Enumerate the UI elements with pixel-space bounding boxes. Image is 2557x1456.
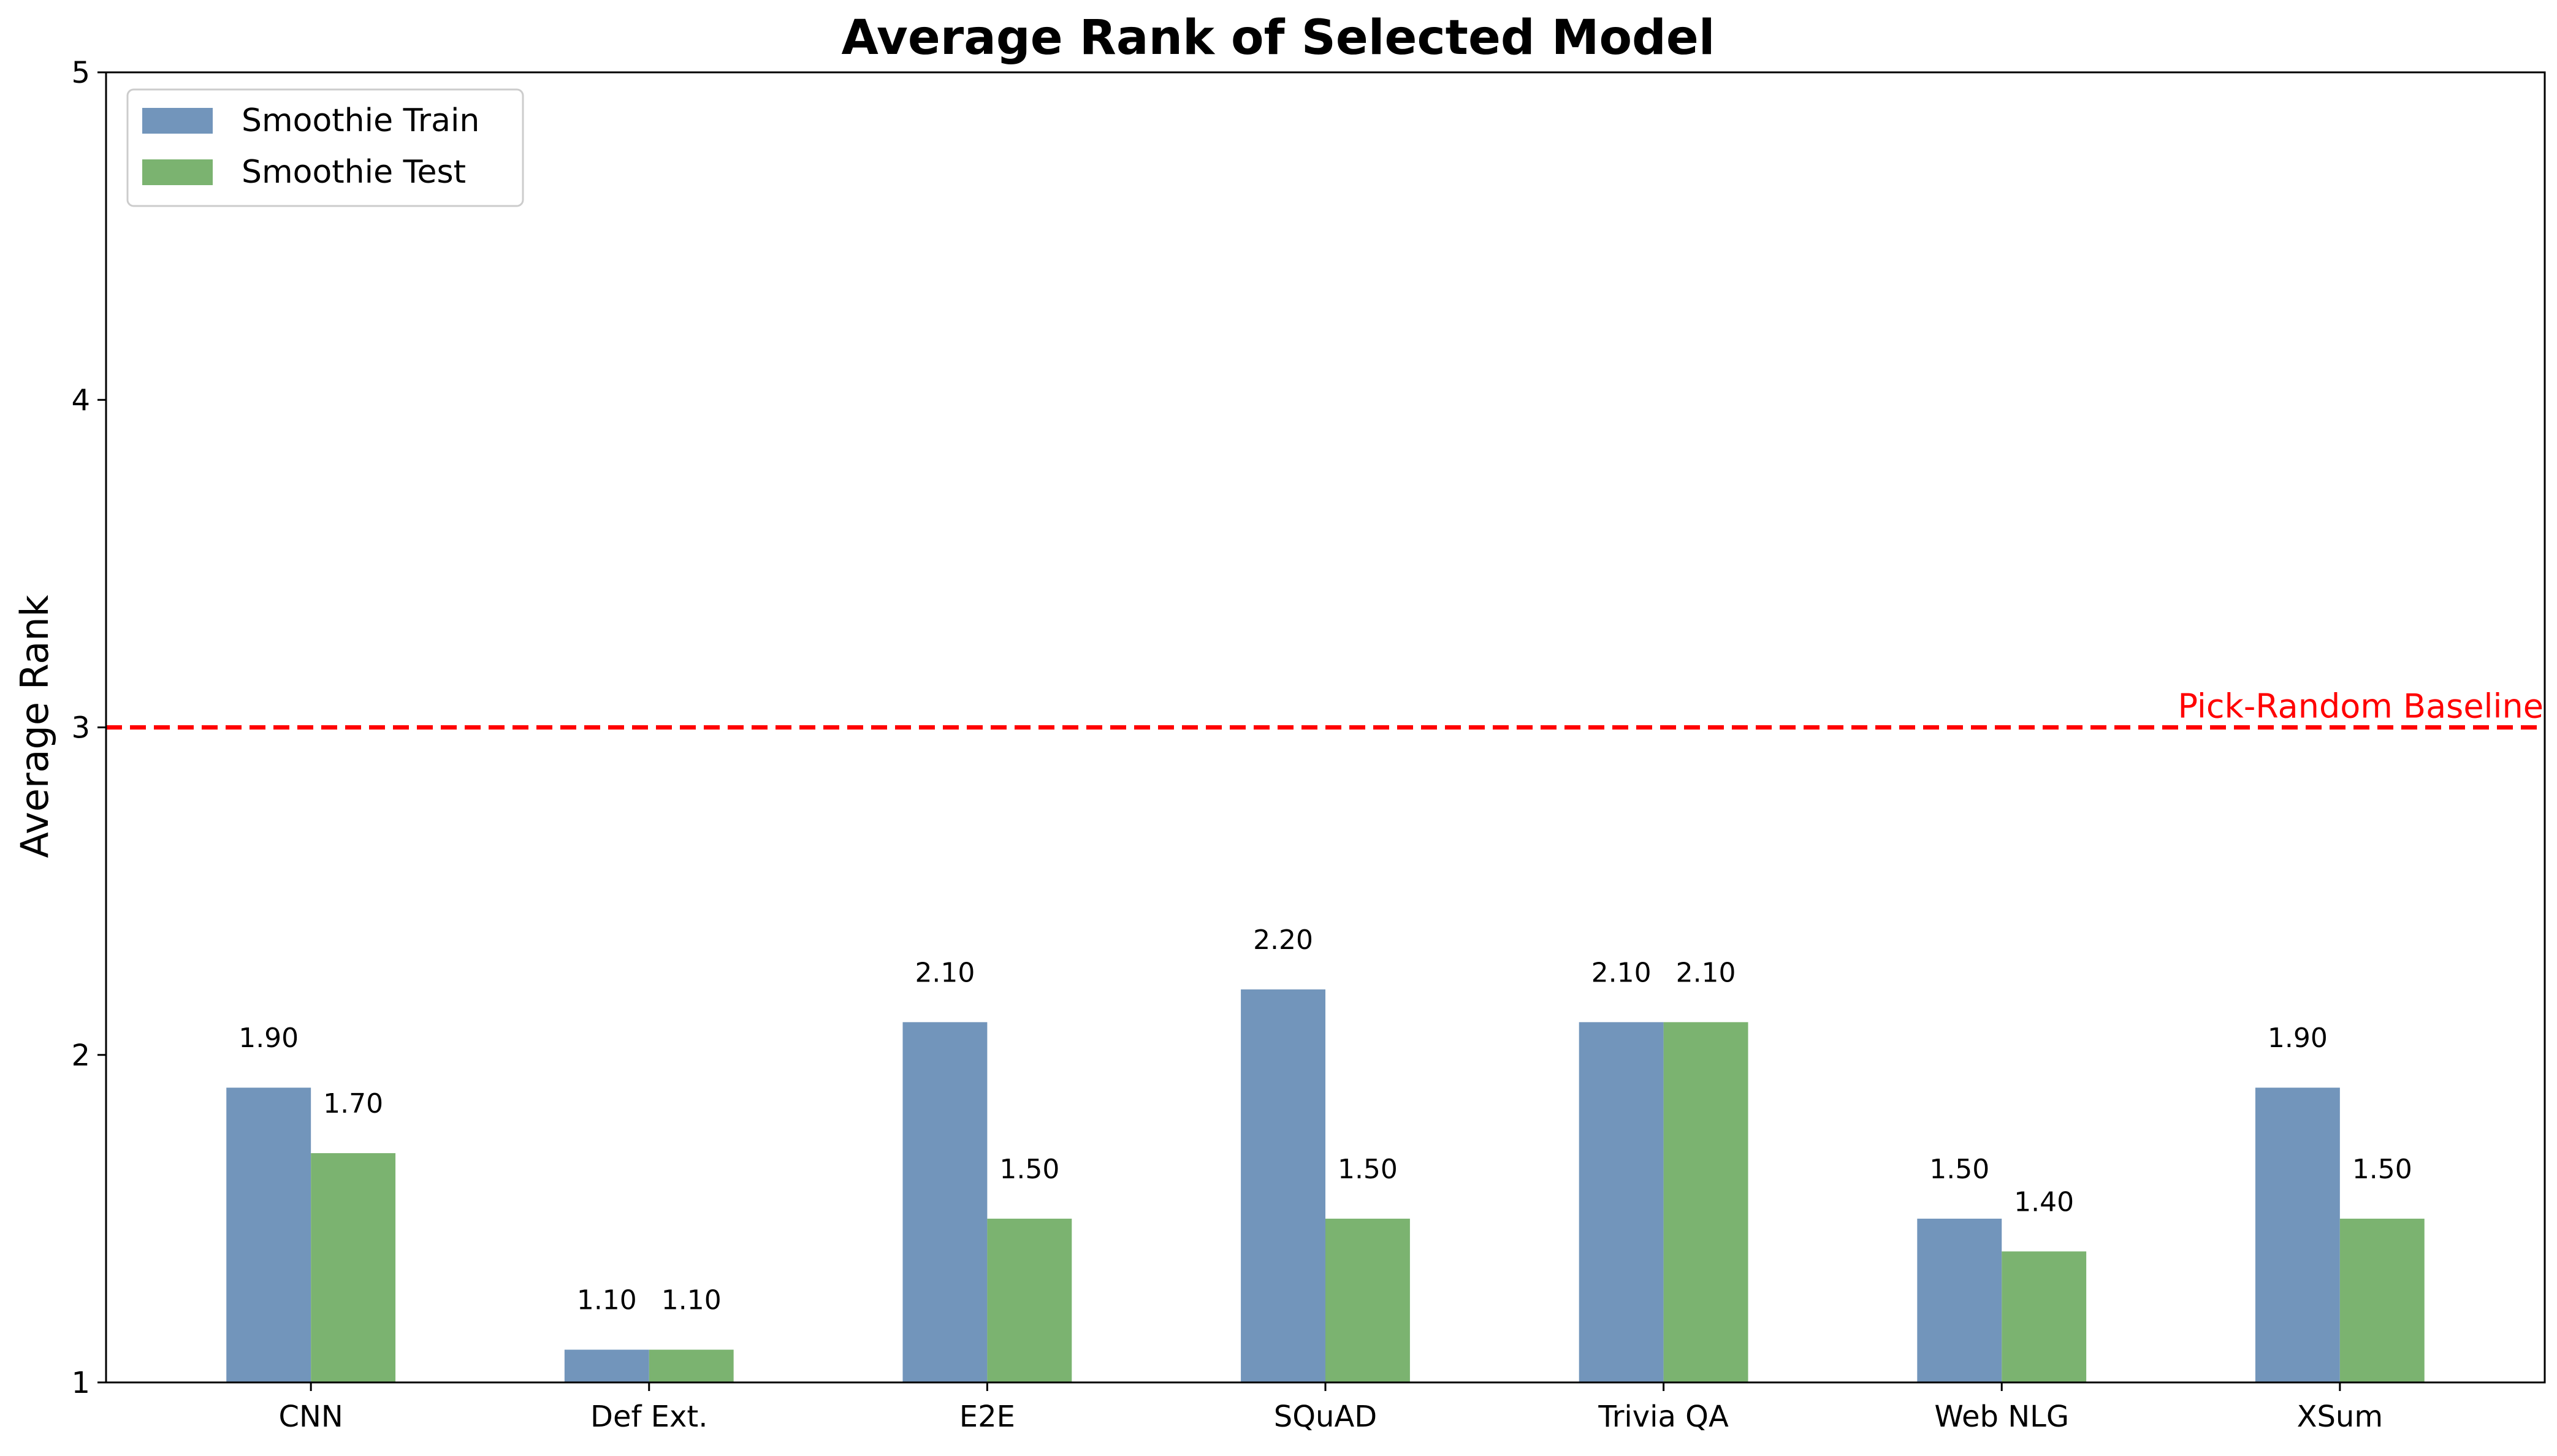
x-tick-label: CNN <box>278 1400 343 1434</box>
bar-value-label: 1.50 <box>1929 1154 1989 1185</box>
bar-value-label: 1.90 <box>2268 1023 2328 1054</box>
legend-frame <box>126 88 524 207</box>
bar-train <box>564 1349 649 1382</box>
bar-train <box>226 1088 311 1382</box>
bar-train <box>1579 1022 1664 1382</box>
bar-test <box>2002 1251 2087 1382</box>
bar-test <box>311 1153 396 1382</box>
x-tick-label: Trivia QA <box>1598 1400 1729 1434</box>
x-tick-label: Web NLG <box>1934 1400 2069 1434</box>
y-tick-label: 5 <box>71 56 90 90</box>
plot-area: 1.90 1.10 2.10 2.20 2.10 1.50 1.90 1.70 1.10 1.50… <box>71 56 2546 1434</box>
bar-value-label: 1.70 <box>323 1088 383 1119</box>
x-tick-label: XSum <box>2297 1400 2384 1434</box>
bar-value-label: 2.20 <box>1253 924 1313 956</box>
bar-train <box>2255 1088 2340 1382</box>
x-tick-label: SQuAD <box>1274 1400 1377 1434</box>
bar-test <box>1663 1022 1748 1382</box>
bar-train <box>1917 1218 2002 1382</box>
bar-value-label: 2.10 <box>1676 957 1736 988</box>
bar-value-label: 1.10 <box>661 1285 722 1316</box>
bar-value-label: 1.50 <box>2352 1154 2412 1185</box>
baseline-label: Pick-Random Baseline <box>2178 687 2544 726</box>
bar-value-label: 1.10 <box>577 1285 637 1316</box>
y-tick-label: 3 <box>71 711 90 745</box>
legend-swatch <box>142 159 213 185</box>
legend: Smoothie Train Smoothie Test <box>126 88 524 207</box>
legend-item-label: Smoothie Test <box>242 154 466 191</box>
bar-value-label: 1.50 <box>999 1154 1059 1185</box>
y-tick-label: 1 <box>71 1366 90 1400</box>
bar-value-label: 1.90 <box>238 1023 299 1054</box>
bar-test <box>1325 1218 1410 1382</box>
x-tick-label: Def Ext. <box>590 1400 707 1434</box>
y-tick-label: 2 <box>71 1039 90 1073</box>
bar-value-label: 1.40 <box>2014 1186 2074 1218</box>
bar-train <box>902 1022 988 1382</box>
bar-value-label: 1.50 <box>1338 1154 1398 1185</box>
bar-value-label: 2.10 <box>1591 957 1652 988</box>
legend-swatch <box>142 108 213 134</box>
bar-test <box>2339 1218 2425 1382</box>
y-tick-label: 4 <box>71 383 90 417</box>
bar-test <box>987 1218 1072 1382</box>
bar-train <box>1241 989 1325 1382</box>
legend-item-label: Smoothie Train <box>242 102 479 139</box>
y-axis-label: Average Rank <box>12 595 57 858</box>
bar-test <box>649 1349 734 1382</box>
bar-value-label: 2.10 <box>915 957 975 988</box>
chart-title: Average Rank of Selected Model <box>841 10 1715 66</box>
x-tick-label: E2E <box>959 1400 1015 1434</box>
